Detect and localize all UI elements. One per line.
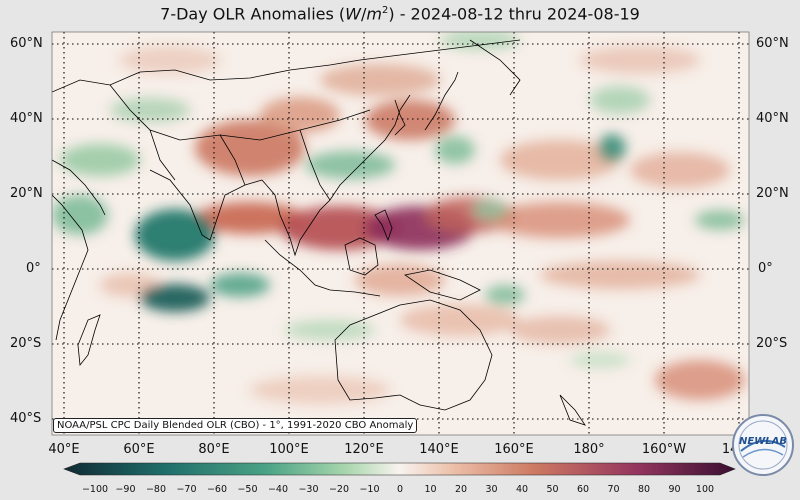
colorbar-tick-label: −20	[328, 484, 350, 495]
colorbar-tick-label: −60	[206, 484, 228, 495]
source-label: NOAA/PSL CPC Daily Blended OLR (CBO) - 1…	[53, 418, 418, 433]
graticule	[52, 32, 749, 435]
colorbar-tick-label: 70	[607, 484, 620, 495]
lon-label: 100°E	[269, 442, 309, 457]
colorbar-bar	[63, 462, 736, 476]
lat-label-right: 40°N	[756, 111, 789, 126]
lat-label-left: 40°S	[10, 411, 42, 426]
lon-label: 180°	[573, 442, 605, 457]
colorbar	[63, 462, 736, 476]
lon-label: 120°E	[344, 442, 384, 457]
colorbar-tick-label: −100	[81, 484, 109, 495]
logo-text: NEWLAB	[739, 436, 787, 447]
colorbar-tick-label: −50	[237, 484, 258, 495]
lat-label-left: 0°	[26, 261, 41, 276]
colorbar-tick-label: −10	[359, 484, 380, 495]
colorbar-tick-label: 30	[485, 484, 498, 495]
colorbar-tick-label: 60	[576, 484, 590, 495]
lat-label-left: 60°N	[10, 36, 43, 51]
lat-label-left: 20°N	[10, 186, 43, 201]
lat-label-right: 0°	[758, 261, 773, 276]
colorbar-tick-label: 10	[424, 484, 437, 495]
colorbar-tick-label: 0	[396, 484, 404, 495]
lon-label: 160°E	[494, 442, 534, 457]
plot-frame	[51, 31, 750, 436]
colorbar-tick-label: −90	[115, 484, 136, 495]
colorbar-tick-label: 50	[546, 484, 559, 495]
lat-label-right: 60°N	[756, 36, 789, 51]
lon-label: 40°E	[48, 442, 80, 457]
lat-label-right: 20°N	[756, 186, 789, 201]
lon-label: 140°E	[419, 442, 459, 457]
colorbar-tick-label: −70	[176, 484, 197, 495]
lon-label: 160°W	[641, 442, 687, 457]
colorbar-tick-label: −80	[145, 484, 167, 495]
page-title: 7-Day OLR Anomalies (W/m2) - 2024-08-12 …	[160, 4, 640, 24]
colorbar-tick-label: 80	[637, 484, 651, 495]
lon-label: 80°E	[198, 442, 230, 457]
lat-label-left: 20°S	[10, 336, 42, 351]
colorbar-tick-label: 90	[668, 484, 681, 495]
colorbar-tick-label: 20	[454, 484, 468, 495]
coastlines	[52, 39, 586, 426]
lon-label: 60°E	[123, 442, 155, 457]
colorbar-tick-label: −30	[298, 484, 319, 495]
colorbar-tick-label: 100	[695, 484, 715, 495]
lat-label-left: 40°N	[10, 111, 43, 126]
anomaly-field	[52, 32, 745, 404]
colorbar-tick-label: −40	[267, 484, 289, 495]
newlab-logo: NEWLAB	[732, 414, 794, 476]
lat-label-right: 20°S	[756, 336, 788, 351]
colorbar-tick-label: 40	[515, 484, 529, 495]
